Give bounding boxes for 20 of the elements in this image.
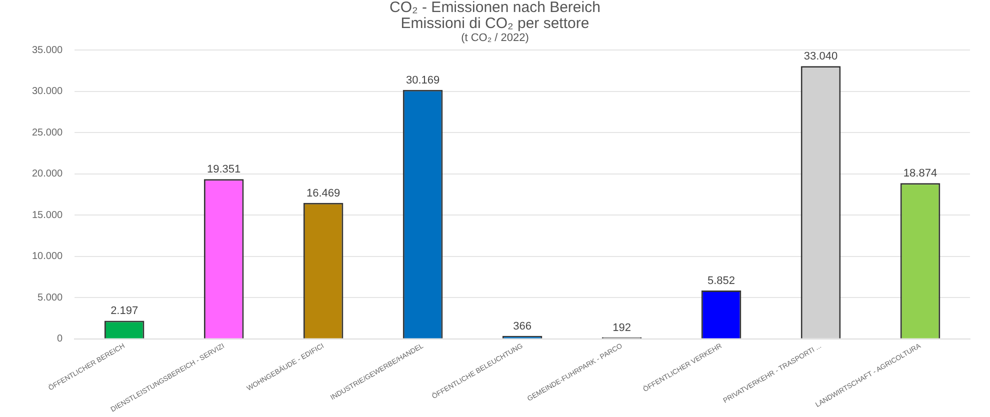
y-tick-label: 15.000 [32,210,64,221]
y-tick-label: 35.000 [32,44,64,56]
data-label: 2.197 [110,305,138,318]
data-label: 30.169 [406,74,440,86]
y-tick-label: 20.000 [32,168,64,180]
y-tick-label: 0 [57,334,64,345]
chart-subtitle: Emissioni di CO₂ per settore [400,15,590,32]
chart-title: CO₂ - Emissionen nach Bereich [388,0,602,16]
data-label: 192 [612,322,631,334]
text: (t CO₂ / 2022) [460,32,530,44]
y-tick-label: 25.000 [32,127,64,138]
data-label: 19.351 [206,164,241,176]
data-label: 18.874 [903,168,938,180]
y-tick-label: 30.000 [32,86,64,98]
data-label: 33.040 [804,50,838,63]
data-label: 5.852 [708,275,736,288]
y-tick-label: 5.000 [38,292,64,304]
data-label: 16.469 [306,187,340,200]
y-tick-label: 10.000 [32,251,64,262]
data-label: 366 [513,320,532,332]
